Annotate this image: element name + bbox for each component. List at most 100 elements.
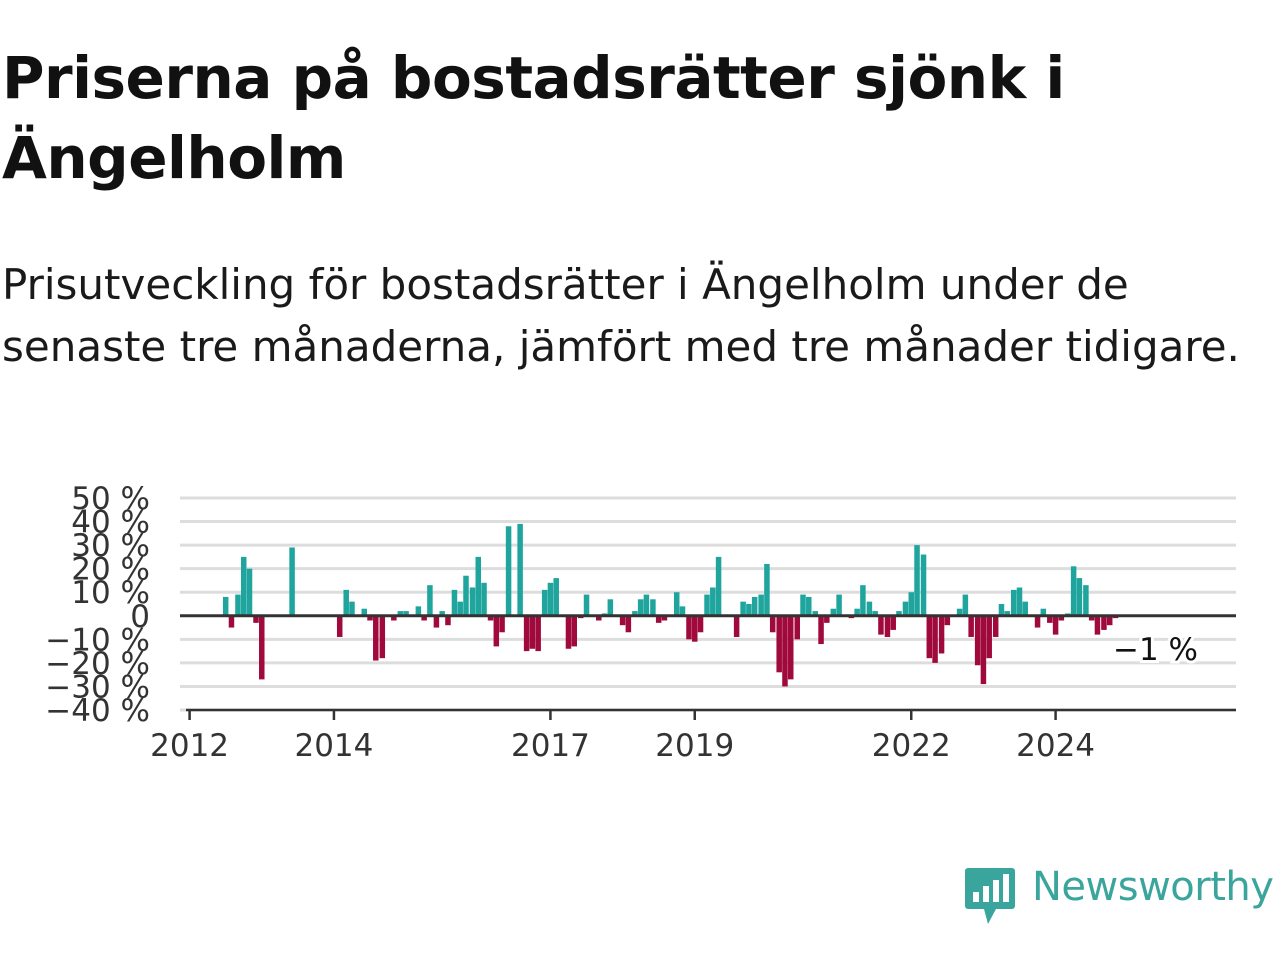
x-tick-label: 2024: [1016, 728, 1095, 764]
bar: [710, 587, 716, 616]
bar: [794, 615, 800, 640]
bar: [812, 611, 819, 616]
bar: [607, 599, 614, 616]
bar: [650, 599, 656, 616]
bar: [1016, 587, 1023, 616]
bar: [679, 606, 686, 616]
bar: [463, 575, 469, 616]
bar: [505, 526, 512, 616]
bar: [692, 615, 698, 642]
bar: [565, 615, 572, 649]
bar: [787, 615, 794, 680]
y-tick-label: −40 %: [45, 693, 150, 729]
bar: [806, 596, 812, 616]
bar: [836, 594, 842, 616]
bar: [824, 615, 830, 623]
bar: [764, 563, 770, 616]
bar: [1106, 615, 1113, 626]
bar: [944, 615, 951, 626]
bar: [259, 615, 265, 680]
bar: [686, 615, 692, 640]
y-tick-label: 50 %: [71, 481, 150, 517]
bar: [1034, 615, 1041, 628]
bar: [535, 615, 541, 652]
bar: [1047, 615, 1053, 623]
bar: [475, 556, 482, 616]
bar: [818, 615, 824, 645]
bar: [902, 601, 909, 616]
bar: [499, 615, 505, 633]
bar: [397, 611, 404, 616]
bar: [403, 611, 409, 616]
x-tick-label: 2019: [655, 728, 734, 764]
y-tick-label: 10 %: [71, 575, 150, 611]
bar: [769, 615, 776, 633]
newsworthy-brand: Newsworthy: [964, 862, 1276, 926]
x-tick-label: 2014: [294, 728, 373, 764]
bar: [890, 615, 896, 630]
bar: [926, 615, 933, 659]
bar: [746, 604, 752, 616]
y-tick-label: 30 %: [71, 528, 150, 564]
bar: [661, 615, 668, 621]
bar: [800, 594, 806, 616]
bar: [968, 615, 974, 637]
bar: [974, 615, 981, 666]
x-tick-label: 2017: [511, 728, 590, 764]
bar: [637, 599, 644, 616]
bar: [391, 615, 397, 621]
bar: [655, 615, 662, 623]
bar: [986, 615, 992, 659]
newsworthy-logo-icon: [965, 868, 1015, 924]
bar: [541, 589, 548, 616]
bar: [240, 556, 247, 616]
bar: [740, 601, 746, 616]
bar: [914, 545, 920, 616]
bar: [704, 594, 710, 616]
brand-name: Newsworthy: [1032, 864, 1274, 910]
bar: [1088, 615, 1095, 621]
bar: [1058, 615, 1065, 621]
bar: [547, 582, 554, 616]
bar: [553, 578, 559, 616]
bar: [782, 615, 788, 687]
bar: [751, 596, 758, 616]
bar: [361, 608, 367, 616]
bar: [427, 585, 433, 616]
bar: [421, 615, 427, 621]
x-tick-label: 2012: [150, 728, 229, 764]
bar: [632, 611, 638, 616]
bar: [1052, 615, 1059, 635]
chart-title: Priserna på bostadsrätter sjönk i Ängelh…: [2, 44, 1065, 192]
bar: [854, 608, 860, 616]
bar: [1076, 578, 1083, 616]
bar: [992, 615, 999, 637]
bar: [776, 615, 782, 673]
bar: [445, 615, 451, 626]
bar: [920, 554, 927, 616]
bar: [517, 523, 523, 616]
bar: [884, 615, 891, 637]
bar: [758, 594, 764, 616]
bar: [980, 615, 987, 685]
bar: [1022, 601, 1029, 616]
bar: [896, 611, 902, 616]
bar: [433, 615, 440, 628]
bar: [439, 611, 445, 616]
bar: [583, 594, 590, 616]
bar: [481, 582, 487, 616]
bar: [673, 592, 680, 616]
bar: [415, 606, 422, 616]
x-tick-label: 2022: [872, 728, 951, 764]
bar: [1070, 566, 1077, 616]
bar: [523, 615, 530, 652]
bar: [956, 608, 963, 616]
x-axis-ticks: 2012 2014 2017 2019 2022 2024: [150, 710, 1095, 764]
bar: [253, 615, 259, 623]
bar: [872, 611, 878, 616]
bar: [367, 615, 373, 621]
bar: [1083, 585, 1089, 616]
bar: [697, 615, 704, 633]
bar: [733, 615, 740, 637]
y-tick-label: 20 %: [71, 552, 150, 588]
